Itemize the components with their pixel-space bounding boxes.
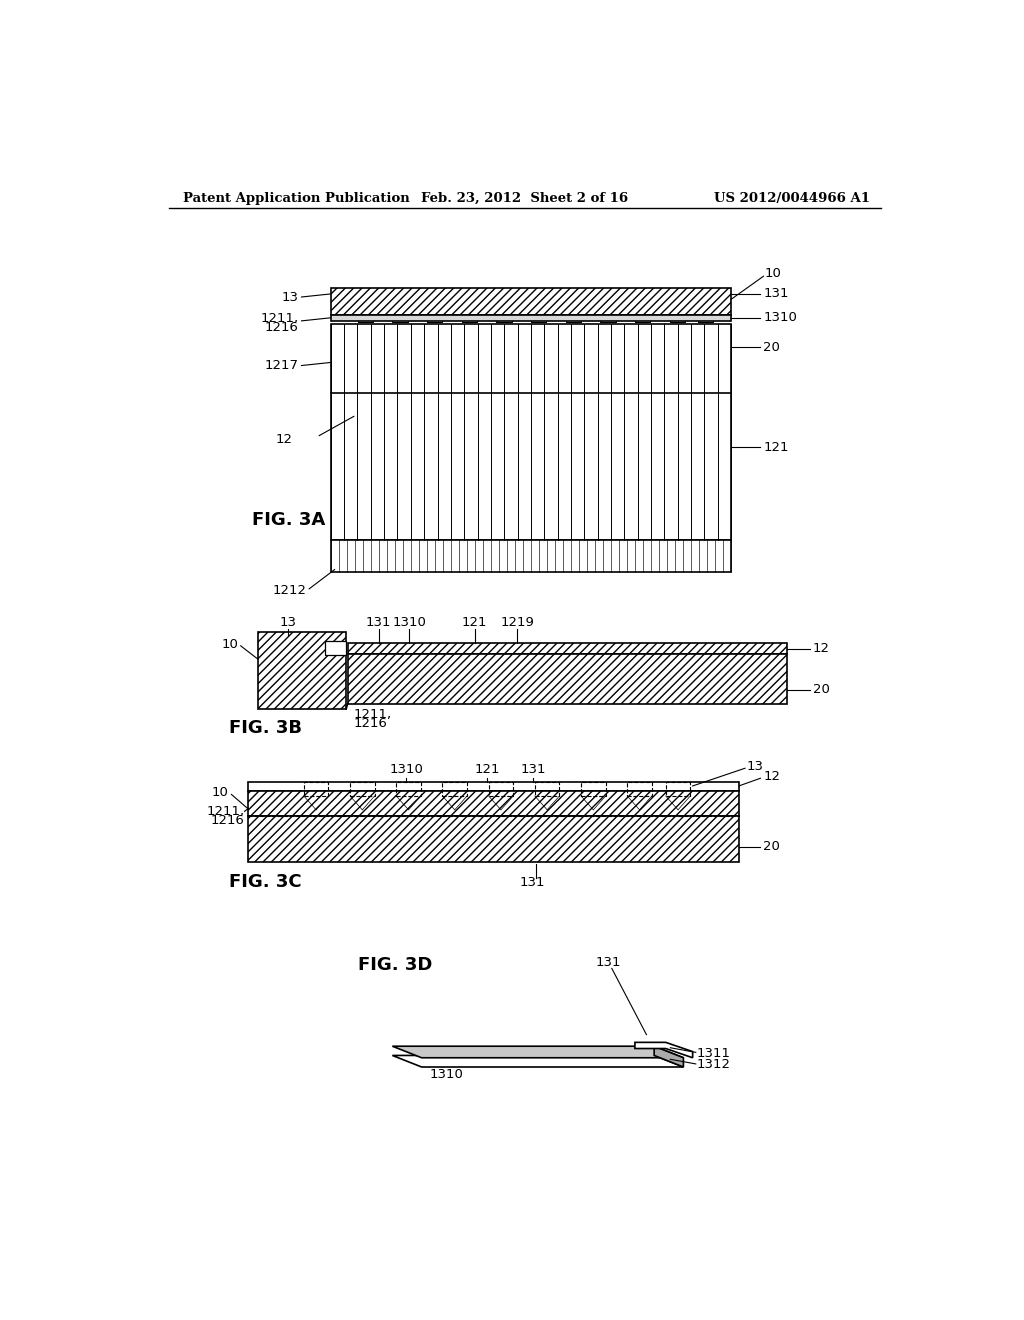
Bar [258,632,346,709]
Text: 20: 20 [764,341,780,354]
Text: 121: 121 [462,616,487,630]
Text: 131: 131 [595,956,621,969]
Text: Patent Application Publication: Patent Application Publication [183,191,410,205]
Bar [581,781,605,796]
Text: 12: 12 [764,770,780,783]
Text: 121: 121 [474,763,500,776]
Text: 13: 13 [280,616,297,630]
Bar [249,792,739,816]
Bar [331,540,731,572]
Bar [635,314,650,322]
Text: 1216: 1216 [354,717,388,730]
Text: 12: 12 [275,433,292,446]
Text: 1216: 1216 [264,321,298,334]
Text: 1312: 1312 [696,1059,730,1072]
Text: 1310: 1310 [389,763,423,776]
Bar [628,781,652,796]
Bar [350,781,375,796]
Bar [497,314,512,322]
Bar [488,781,513,796]
Text: Feb. 23, 2012  Sheet 2 of 16: Feb. 23, 2012 Sheet 2 of 16 [421,191,629,205]
Text: FIG. 3D: FIG. 3D [357,957,432,974]
Text: 1310: 1310 [429,1068,463,1081]
Bar [249,781,739,792]
Text: 13: 13 [746,760,764,774]
Bar [396,781,421,796]
Text: 1217: 1217 [264,359,298,372]
Polygon shape [392,1047,683,1057]
Bar [392,314,408,322]
Bar [462,314,477,322]
Text: 20: 20 [764,841,780,853]
Bar [531,314,547,322]
Text: FIG. 3C: FIG. 3C [229,874,302,891]
Text: 1211,: 1211, [260,312,298,325]
Bar [325,642,346,655]
Bar [249,816,739,862]
Text: 1211,: 1211, [354,708,392,721]
Text: 1212: 1212 [272,583,306,597]
Bar [442,781,467,796]
Text: 1310: 1310 [392,616,426,630]
Text: 1310: 1310 [764,312,798,325]
Text: 1216: 1216 [211,814,245,828]
Bar [427,314,442,322]
Polygon shape [635,1043,692,1057]
Text: 10: 10 [212,787,228,800]
Bar [600,314,615,322]
Bar [331,323,731,540]
Bar [348,653,786,704]
Bar [670,314,685,322]
Polygon shape [654,1047,683,1067]
Text: FIG. 3B: FIG. 3B [229,719,302,737]
Bar [331,314,731,321]
Bar [565,314,581,322]
Bar [698,314,714,322]
Text: 1311: 1311 [696,1047,730,1060]
Bar [304,781,329,796]
Text: US 2012/0044966 A1: US 2012/0044966 A1 [714,191,869,205]
Text: 10: 10 [765,268,782,280]
Text: 1211,: 1211, [207,805,245,818]
Bar [348,643,786,653]
Text: 131: 131 [366,616,391,630]
Polygon shape [392,1056,683,1067]
Text: 1219: 1219 [500,616,535,630]
Bar [666,781,690,796]
Text: 13: 13 [282,290,298,304]
Text: FIG. 3A: FIG. 3A [252,511,326,529]
Bar [331,288,731,314]
Bar [535,781,559,796]
Text: 131: 131 [519,875,545,888]
Text: 20: 20 [813,684,829,696]
Text: 12: 12 [813,643,829,656]
Text: 131: 131 [520,763,546,776]
Bar [357,314,373,322]
Text: 131: 131 [764,288,790,301]
Text: 121: 121 [764,441,790,454]
Text: 10: 10 [221,638,239,651]
